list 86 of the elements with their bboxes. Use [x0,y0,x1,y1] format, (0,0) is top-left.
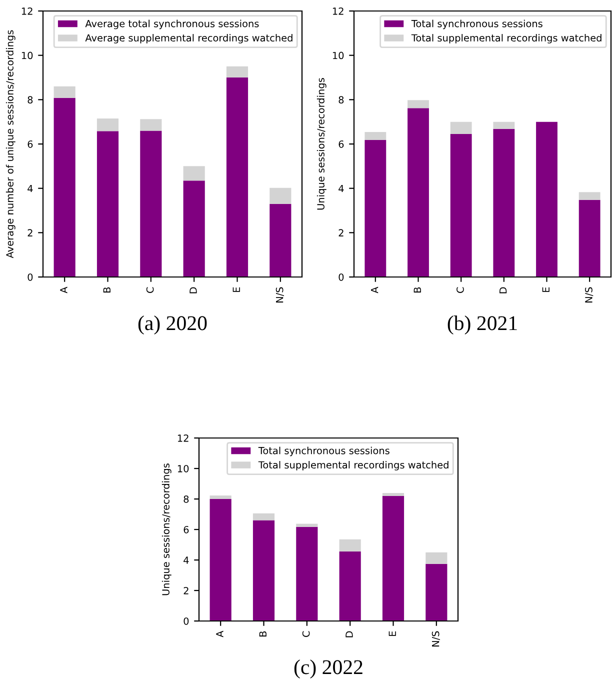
y-tick-label: 0 [338,273,344,281]
x-tick-label: A [60,286,68,294]
y-tick-label: 0 [184,617,189,625]
bar [296,526,318,621]
x-tick-label: C [146,287,154,293]
y-tick-label: 12 [22,7,32,15]
bar [140,130,162,277]
bar [210,499,232,621]
x-tick-label: B [259,631,266,636]
x-tick-label: C [456,287,464,293]
bar [450,134,472,277]
bar [339,551,361,621]
y-tick-label: 0 [28,273,33,281]
x-tick-label: B [103,287,110,292]
legend-label: Average supplemental recordings watched [85,34,292,44]
y-tick-label: 10 [332,52,344,60]
y-tick-label: 4 [28,184,33,192]
bar [54,86,76,98]
bar [183,166,205,181]
bar [493,128,515,277]
x-tick-label: D [190,287,197,294]
bar [140,119,162,131]
y-axis-title: Unique sessions/recordings [162,464,172,596]
legend-label: Average total synchronous sessions [85,20,259,30]
bar [578,192,600,200]
legend-label: Total synchronous sessions [411,20,542,30]
bar [296,524,318,527]
bar [54,98,76,277]
bar [96,131,119,277]
text: (b) 2021 [448,316,517,334]
legend-label: Total supplemental recordings watched [258,461,448,470]
x-tick-label: E [542,287,550,292]
x-tick-label: N/S [585,287,594,302]
bar [493,122,515,129]
x-tick-label: C [302,631,310,637]
x-tick-label: D [500,287,507,294]
bar [270,204,292,277]
bar [408,108,429,277]
y-axis-title: Average number of unique sessions/recordings [6,30,16,258]
y-tick-label: 6 [184,526,189,534]
text: (a) 2020 [138,316,207,334]
bar [382,496,404,621]
y-tick-label: 8 [184,495,189,503]
bar [252,520,275,621]
x-tick-label: A [216,630,224,638]
y-tick-label: 6 [338,140,344,148]
x-tick-label: N/S [432,631,440,646]
bar [408,100,429,108]
x-tick-label: A [371,286,378,294]
y-tick-label: 2 [28,229,32,236]
y-tick-label: 4 [184,556,189,564]
bar [364,140,386,277]
y-tick-label: 10 [178,464,189,472]
bar [270,188,292,204]
y-tick-label: 2 [338,229,344,236]
bar [210,495,232,499]
y-axis-title: Unique sessions/recordings [316,78,326,210]
x-tick-label: B [414,287,421,292]
y-tick-label: 12 [178,434,188,442]
text: (c) 2022 [294,660,362,678]
bar [426,564,448,621]
bar [382,493,404,496]
bar [450,122,472,134]
y-tick-label: 6 [28,140,33,148]
bar [183,180,205,277]
y-tick-label: 8 [28,96,33,104]
x-tick-label: D [346,631,353,638]
y-tick-label: 10 [22,52,33,60]
y-tick-label: 4 [338,184,344,192]
x-tick-label: E [388,631,396,636]
y-tick-label: 12 [332,7,344,15]
legend-label: Total synchronous sessions [258,446,390,456]
bar [578,200,600,277]
y-tick-label: 8 [338,96,344,104]
bar [226,78,248,277]
y-tick-label: 2 [184,586,188,594]
bar [426,552,448,564]
bar [96,118,119,132]
bar [252,513,275,520]
x-tick-label: N/S [276,287,284,302]
bar [364,132,386,140]
bar [339,539,361,552]
legend-label: Total supplemental recordings watched [411,34,602,44]
bar [226,66,248,78]
bar [536,122,558,277]
x-tick-label: E [232,287,240,292]
